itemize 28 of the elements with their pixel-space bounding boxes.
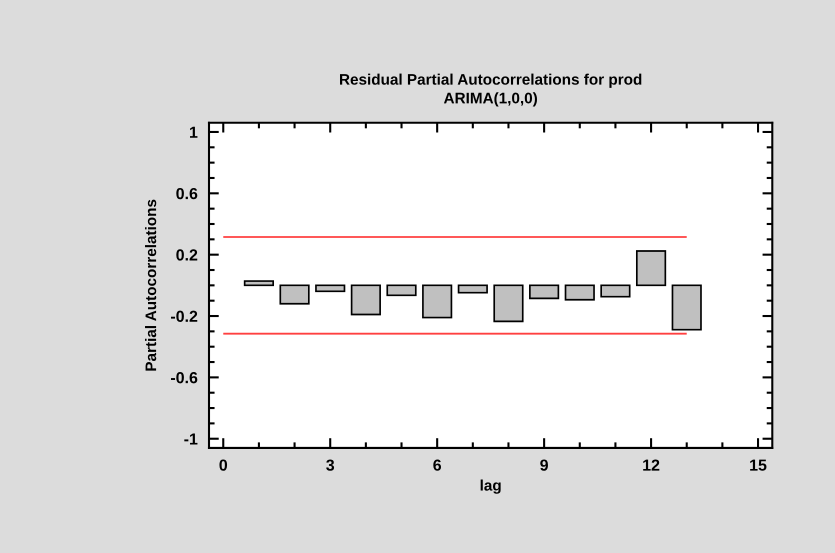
bar (672, 284, 702, 331)
bar (422, 284, 452, 318)
x-axis-title: lag (480, 479, 501, 494)
y-tick-label: -0.6 (170, 372, 198, 384)
y-tick-label: 0.2 (176, 249, 198, 261)
bar (564, 284, 595, 301)
x-tick-label: 6 (433, 459, 442, 471)
bar (244, 280, 274, 286)
y-tick-label: -0.2 (170, 310, 198, 322)
x-tick-label: 9 (540, 459, 548, 471)
x-tick-label: 0 (219, 459, 228, 471)
bar (529, 284, 560, 300)
y-tick-label: 1 (190, 126, 198, 138)
y-tick-label: 0.6 (176, 188, 198, 200)
x-tick-label: 15 (750, 460, 766, 471)
bar (493, 284, 524, 322)
bar (386, 284, 417, 296)
bar (600, 284, 631, 298)
bar (279, 284, 310, 305)
bar (458, 284, 488, 294)
bar (315, 284, 346, 292)
x-tick-label: 12 (643, 459, 660, 471)
bar (636, 250, 666, 286)
bar (350, 284, 381, 316)
x-tick-label: 3 (326, 459, 334, 471)
y-axis-title: Partial Autocorrelations (145, 200, 156, 371)
y-tick-label: -1 (184, 434, 198, 445)
chart-title: Residual Partial Autocorrelations for prod ARIMA(1,0,0) (340, 74, 642, 106)
